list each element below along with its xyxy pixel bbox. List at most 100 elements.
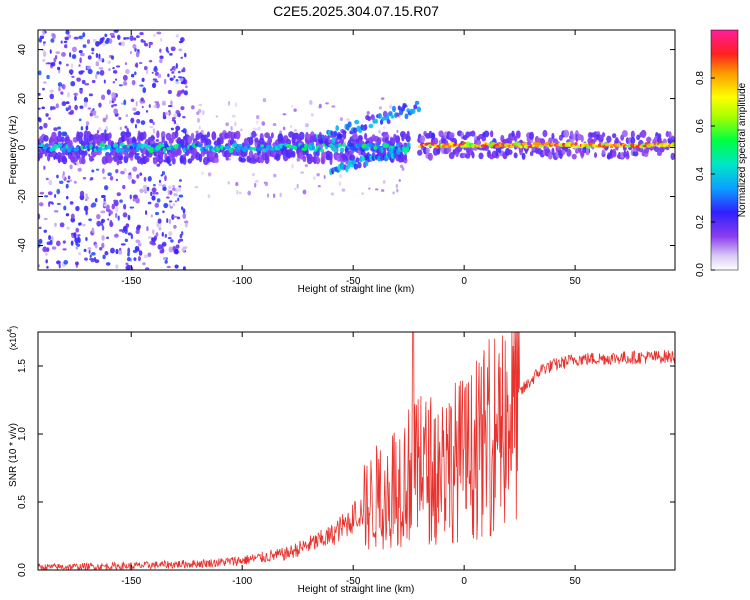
spectrogram-cell bbox=[331, 105, 336, 108]
spectrogram-cell bbox=[417, 149, 423, 156]
spectrogram-cell bbox=[448, 141, 455, 146]
spectrogram-cell bbox=[48, 179, 53, 186]
spectrogram-cell bbox=[168, 137, 174, 144]
spectrogram-cell bbox=[134, 63, 139, 68]
spectrogram-cell bbox=[111, 203, 116, 210]
spectrogram-cell bbox=[455, 152, 459, 158]
spectrogram-cell bbox=[177, 76, 183, 79]
spectrogram-cell bbox=[38, 92, 41, 96]
spectrogram-cell bbox=[98, 53, 101, 59]
snr-y-ticks: 0.0 0.5 1.0 1.5 bbox=[17, 359, 675, 577]
spectrogram-cell bbox=[54, 194, 57, 198]
spectrogram-cell bbox=[381, 116, 386, 122]
spectrogram-cell bbox=[99, 37, 104, 44]
spectrogram-cell bbox=[159, 143, 165, 148]
spectrogram-cell bbox=[92, 38, 97, 43]
spectrogram-cell bbox=[154, 80, 159, 83]
spectrogram-cell bbox=[177, 239, 181, 244]
spectrogram-cell bbox=[231, 114, 236, 118]
spectrogram-cell bbox=[66, 92, 70, 98]
spectrogram-cell bbox=[165, 111, 170, 116]
spectrogram-cell bbox=[470, 130, 476, 137]
spectrogram-cell bbox=[101, 194, 106, 199]
spectrogram-cell bbox=[542, 129, 548, 138]
spectrogram-cell bbox=[95, 73, 98, 79]
spectrogram-cell bbox=[150, 214, 153, 218]
spectrogram-cell bbox=[357, 161, 362, 169]
spectrogram-cell bbox=[321, 150, 325, 160]
spectrogram-cell bbox=[122, 212, 128, 218]
spectrogram-cell bbox=[55, 240, 61, 247]
spectrogram-cell bbox=[56, 188, 61, 195]
spectrogram-cell bbox=[98, 102, 102, 108]
spectrogram-cell bbox=[113, 69, 118, 74]
spectrogram-cell bbox=[103, 185, 109, 191]
spectrogram-cell bbox=[339, 138, 345, 144]
spectrogram-cell bbox=[49, 49, 52, 54]
spectrogram-cell bbox=[102, 117, 107, 123]
spectrogram-cell bbox=[132, 197, 136, 202]
spectrogram-cell bbox=[60, 40, 63, 44]
spectrogram-cell bbox=[102, 254, 106, 260]
figure-title: C2E5.2025.304.07.15.R07 bbox=[273, 3, 439, 19]
spectrogram-cell bbox=[85, 193, 88, 198]
spectrogram-cell bbox=[139, 84, 144, 87]
spectrogram-cell bbox=[50, 61, 56, 67]
spectrogram-cell bbox=[82, 177, 87, 180]
spectrogram-cell bbox=[62, 171, 65, 176]
colorbar-label: Normalized spectral amplitude bbox=[737, 82, 748, 217]
spectrogram-cell bbox=[198, 103, 203, 106]
spectrogram-cell bbox=[137, 242, 142, 247]
spectrogram-cell bbox=[125, 114, 129, 118]
spectrogram-cell bbox=[168, 200, 173, 203]
spectrogram-cell bbox=[129, 194, 132, 200]
x-tick-label: -100 bbox=[232, 276, 252, 287]
spectrogram-cell bbox=[324, 138, 329, 146]
spectrogram-cell bbox=[56, 126, 62, 130]
spectrogram-cell bbox=[102, 176, 106, 180]
spectrogram-cell bbox=[66, 226, 70, 230]
spectrogram-cell bbox=[154, 202, 160, 208]
spectrogram-cell bbox=[149, 125, 154, 129]
spectrogram-cell bbox=[75, 227, 80, 233]
spectrogram-cell bbox=[38, 148, 41, 152]
spectrogram-cell bbox=[478, 152, 484, 160]
spectrogram-cell bbox=[262, 97, 267, 103]
spectrogram-cell bbox=[138, 256, 141, 262]
spectrogram-cell bbox=[113, 30, 119, 33]
spectrogram-cell bbox=[77, 237, 81, 244]
spectrogram-cell bbox=[347, 142, 354, 148]
spectrogram-cell bbox=[118, 250, 123, 255]
spectrogram-cell bbox=[173, 224, 177, 229]
spectrogram-cell bbox=[43, 135, 49, 142]
spectrogram-cell bbox=[272, 173, 277, 178]
spectrogram-cell bbox=[368, 123, 374, 129]
spectrogram-cell bbox=[114, 233, 119, 238]
spectrogram-cell bbox=[272, 123, 277, 127]
spectrogram-cell bbox=[105, 152, 110, 159]
spectrogram-cell bbox=[63, 259, 69, 265]
spectrogram-cell bbox=[162, 147, 167, 153]
spectrogram-cell bbox=[174, 264, 179, 269]
spectrogram-cell bbox=[99, 142, 106, 148]
spectrogram-cell bbox=[38, 37, 42, 43]
spectrogram-cell bbox=[339, 117, 344, 122]
spectrogram-cell bbox=[325, 102, 329, 105]
spectrogram-cell bbox=[144, 156, 150, 163]
spectrogram-cell bbox=[87, 247, 92, 250]
spectrogram-cell bbox=[536, 142, 542, 146]
spectrogram-cell bbox=[162, 256, 167, 261]
spectrogram-cell bbox=[111, 104, 114, 108]
spectrogram-cell bbox=[254, 179, 259, 183]
spectrogram-cell bbox=[167, 50, 170, 54]
spectrogram-cell bbox=[99, 69, 105, 76]
spectrogram-cell bbox=[90, 203, 95, 208]
spectrogram-cell bbox=[298, 131, 305, 141]
spectrogram-cell bbox=[279, 192, 282, 198]
spectrogram-cell bbox=[156, 221, 160, 228]
spectrogram-cell bbox=[414, 100, 420, 105]
spectrogram-cell bbox=[347, 121, 352, 128]
spectrogram-cell bbox=[161, 136, 165, 143]
spectrogram-cell bbox=[89, 254, 92, 259]
spectrogram-cell bbox=[96, 71, 100, 75]
